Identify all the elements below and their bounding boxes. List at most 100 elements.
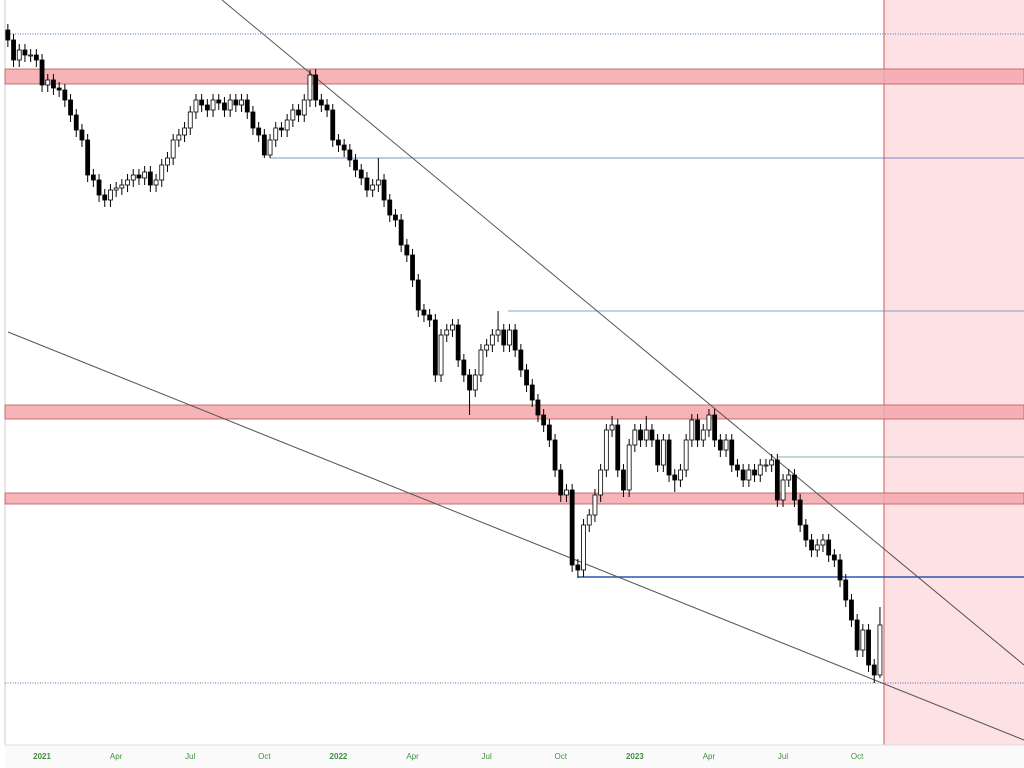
candle-body — [797, 499, 803, 526]
candle-body — [866, 629, 871, 666]
candle-body — [615, 424, 621, 471]
candle-body — [814, 544, 820, 551]
candle-body — [478, 349, 484, 376]
x-tick-label: Oct — [851, 752, 864, 761]
x-tick-label: Jul — [778, 752, 788, 761]
candle-body — [432, 319, 438, 376]
candle-body — [524, 369, 529, 386]
candle-body — [279, 127, 284, 131]
candle-body — [353, 159, 358, 171]
candle-body — [182, 127, 187, 136]
candle-body — [592, 494, 598, 516]
x-tick-label: 2022 — [330, 752, 348, 761]
candle-body — [222, 102, 227, 111]
candle-body — [746, 469, 752, 481]
candle-body — [535, 399, 541, 416]
candle-body — [233, 99, 239, 106]
candle-body — [871, 664, 877, 676]
candle-body — [216, 99, 222, 104]
candle-body — [558, 469, 564, 496]
candle-body — [90, 174, 96, 181]
x-ticks: 2021 Apr Jul Oct 2022 Apr Jul Oct 2023 Apr Jul Oct — [33, 752, 864, 761]
candle-body — [564, 489, 569, 496]
candle-body — [142, 171, 148, 179]
candle-body — [438, 334, 444, 376]
candle-body — [774, 459, 780, 501]
candle-body — [79, 129, 85, 141]
candle-body — [512, 329, 518, 351]
candle-body — [461, 359, 467, 376]
candle-body — [546, 424, 552, 441]
candle-body — [393, 214, 398, 221]
candle-body — [347, 149, 353, 161]
candle-body — [843, 579, 849, 601]
candle-body — [575, 564, 581, 571]
candle-body — [700, 429, 706, 441]
candle-body — [655, 439, 661, 466]
candle-body — [68, 99, 73, 116]
candle-body — [507, 329, 512, 346]
resistance-zone — [4, 492, 1024, 505]
candle-body — [273, 127, 279, 141]
candle-body — [341, 144, 347, 151]
candle-body — [45, 79, 51, 86]
candle-body — [421, 309, 427, 316]
candle-body — [877, 624, 883, 676]
candle-body — [415, 279, 421, 311]
candle-body — [632, 429, 638, 446]
x-tick-label: Jul — [482, 752, 492, 761]
candle-body — [472, 374, 478, 391]
candle-body — [529, 384, 535, 401]
candle-body — [5, 29, 11, 41]
candle-body — [56, 87, 62, 91]
candle-body — [62, 89, 68, 101]
x-tick-label: Oct — [555, 752, 568, 761]
trend-line — [221, 0, 1024, 666]
candle-body — [809, 539, 814, 551]
candle-body — [159, 164, 165, 181]
candle-body — [626, 444, 632, 491]
candle-body — [370, 184, 376, 191]
candle-body — [695, 419, 700, 441]
candle-body — [22, 49, 28, 56]
candle-body — [410, 254, 415, 281]
candle-body — [769, 459, 775, 466]
candle-body — [16, 49, 22, 61]
candle-body — [638, 429, 643, 441]
candle-body — [381, 179, 387, 201]
candle-body — [603, 429, 609, 471]
candle-body — [284, 119, 290, 131]
candle-body — [780, 479, 786, 501]
candle-body — [672, 474, 678, 481]
candle-body — [176, 134, 182, 141]
candle-body — [763, 464, 769, 467]
resistance-zone — [4, 404, 1024, 420]
candle-body — [296, 109, 301, 116]
candle-body — [358, 169, 364, 179]
candle-body — [336, 139, 341, 146]
candle-body — [683, 439, 689, 471]
candle-body — [102, 194, 108, 201]
candle-body — [467, 374, 472, 391]
resistance-zone — [4, 68, 1024, 85]
candle-body — [450, 324, 455, 331]
candle-body — [660, 439, 666, 466]
candle-body — [199, 99, 205, 106]
candle-body — [489, 334, 495, 346]
candle-body — [757, 464, 763, 476]
candle-body — [119, 184, 125, 189]
candle-body — [364, 177, 370, 191]
candle-body — [11, 39, 16, 61]
candle-body — [666, 439, 672, 476]
candle-body — [752, 469, 757, 476]
candle-body — [455, 324, 461, 361]
candle-body — [136, 174, 142, 179]
candle-body — [598, 469, 604, 496]
candle-body — [290, 109, 296, 121]
candle-body — [706, 414, 712, 431]
time-axis — [5, 745, 1024, 768]
candle-body — [786, 474, 792, 481]
candle-body — [820, 539, 826, 546]
candle-body — [147, 171, 153, 186]
